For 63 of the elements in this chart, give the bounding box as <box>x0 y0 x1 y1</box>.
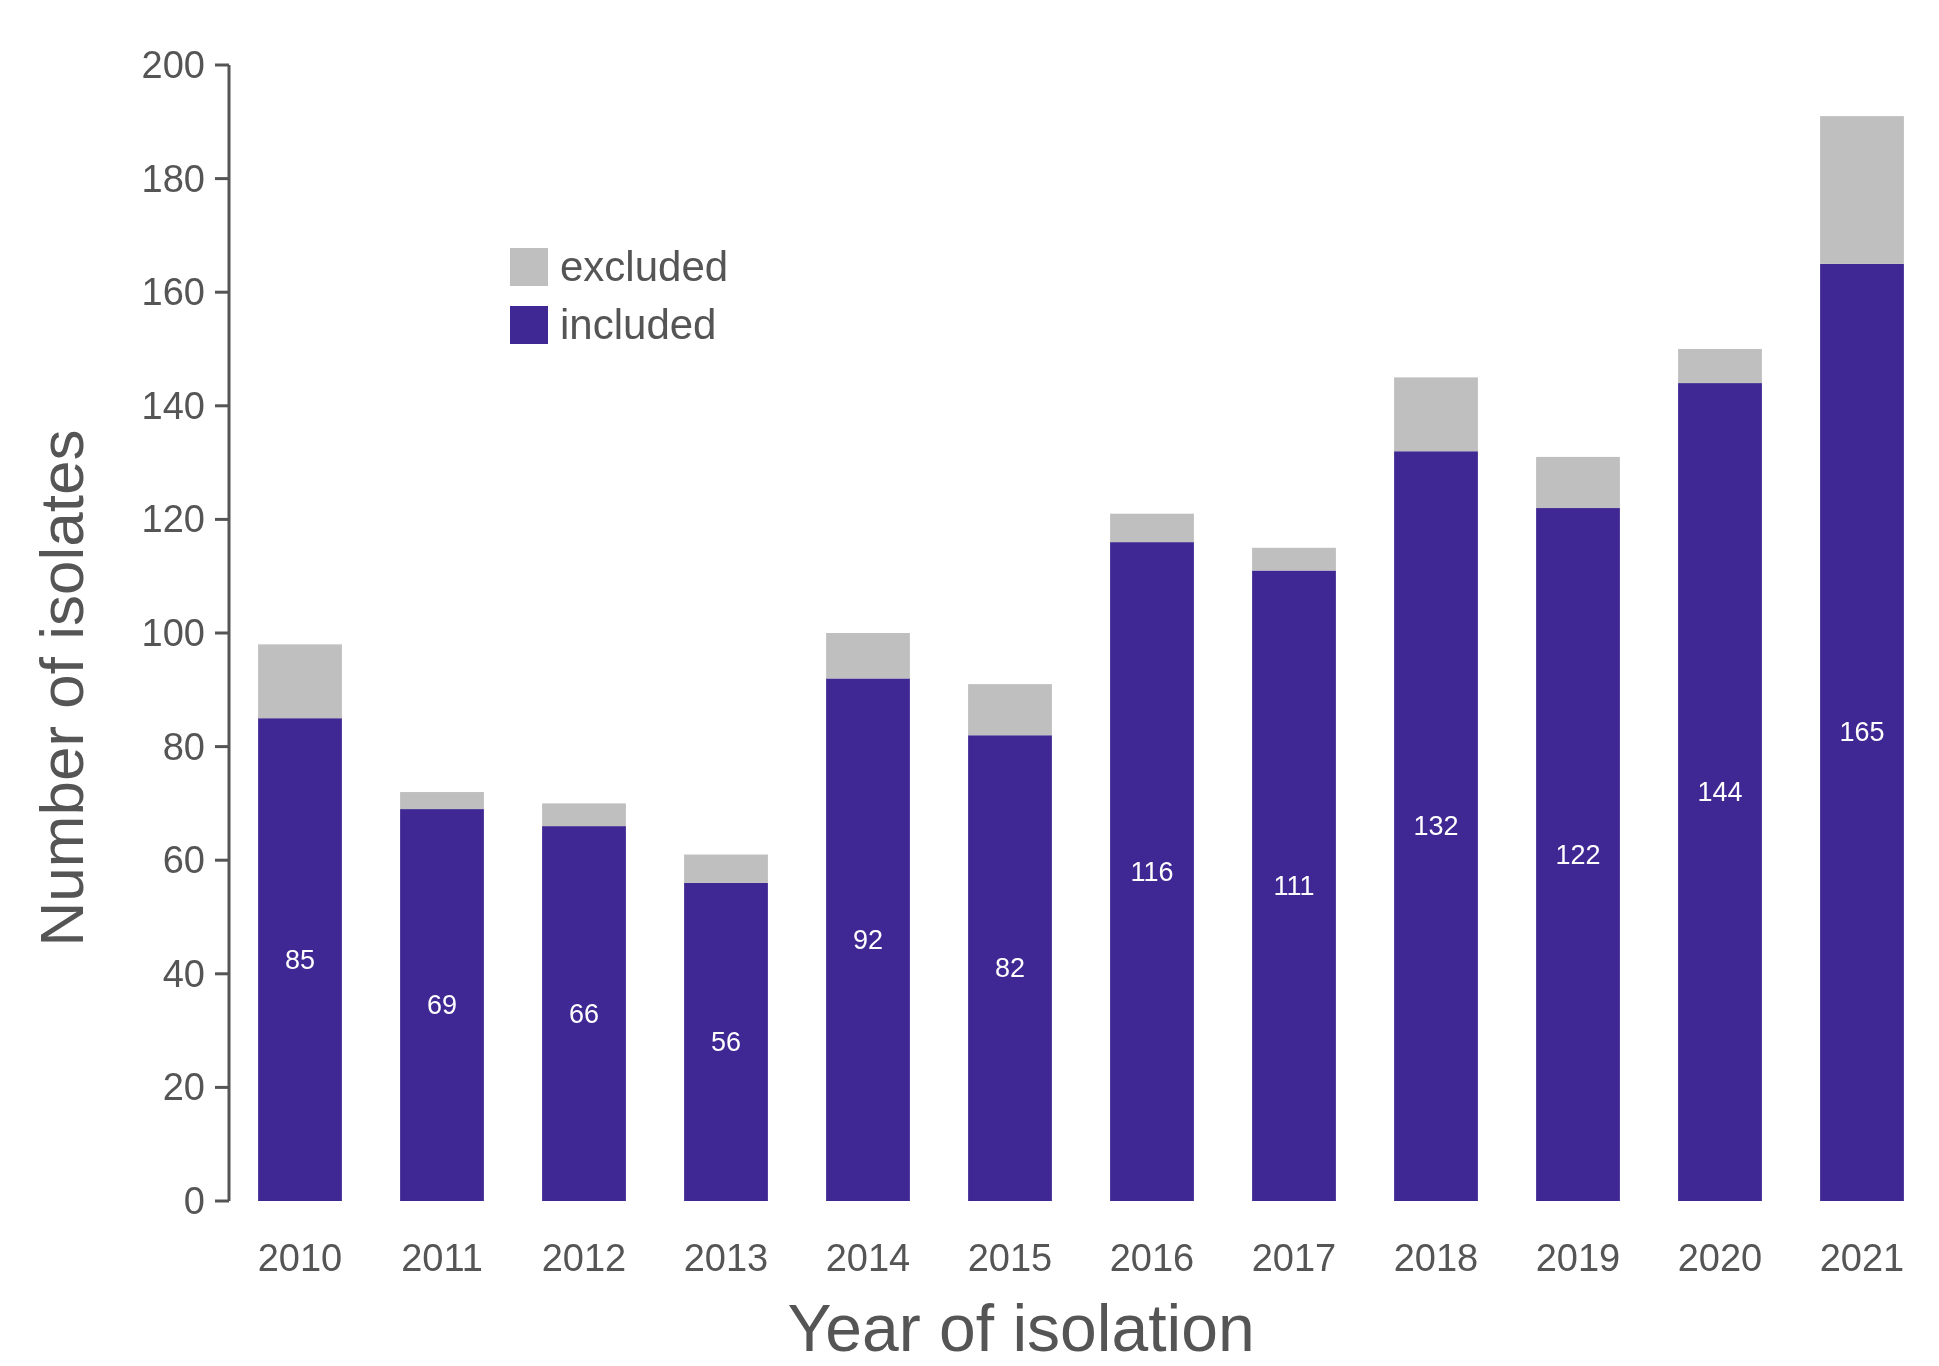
x-tick-label: 2012 <box>541 1237 627 1279</box>
data-label: 132 <box>1413 811 1459 842</box>
bar <box>1678 349 1762 384</box>
data-label: 92 <box>852 924 884 955</box>
bar <box>542 803 626 827</box>
x-tick-label: 2011 <box>401 1237 483 1279</box>
x-tick-label: 2013 <box>683 1237 769 1279</box>
x-tick-label: 2014 <box>825 1237 911 1279</box>
x-tick-label: 2019 <box>1535 1237 1621 1279</box>
bar <box>400 792 484 810</box>
bar <box>1110 542 1194 1201</box>
bar <box>684 882 768 1201</box>
y-tick-label: 160 <box>141 271 205 314</box>
y-tick-label: 180 <box>141 157 205 200</box>
bar <box>1252 547 1336 571</box>
x-tick-label: 2010 <box>257 1237 343 1279</box>
data-label: 66 <box>568 998 600 1029</box>
y-tick-label: 100 <box>141 612 205 654</box>
y-tick-label: 140 <box>141 384 205 427</box>
bar <box>1394 377 1478 452</box>
bar <box>1394 451 1478 1201</box>
x-tick-label: 2017 <box>1251 1237 1337 1279</box>
x-tick-label: 2020 <box>1677 1237 1763 1279</box>
bar <box>400 809 484 1201</box>
data-label: 144 <box>1697 777 1743 808</box>
data-label: 111 <box>1273 870 1315 901</box>
data-label: 69 <box>426 990 458 1021</box>
y-tick-label: 80 <box>162 725 205 768</box>
bar <box>968 735 1052 1201</box>
bar <box>542 826 626 1201</box>
x-axis-title: Year of isolation <box>787 1291 1255 1365</box>
bar <box>258 644 342 719</box>
y-tick-label: 40 <box>162 952 205 995</box>
y-tick-label: 200 <box>141 44 205 86</box>
y-tick-label: 0 <box>183 1180 205 1222</box>
bar <box>1252 570 1336 1201</box>
y-axis-title: Number of isolates <box>27 429 96 947</box>
data-label: 56 <box>710 1026 742 1057</box>
bar <box>1110 513 1194 543</box>
bar <box>826 633 910 679</box>
bar <box>258 718 342 1201</box>
y-tick-label: 120 <box>141 498 205 541</box>
y-tick-label: 20 <box>162 1066 205 1109</box>
data-label: 122 <box>1555 839 1601 870</box>
x-tick-label: 2015 <box>967 1237 1053 1279</box>
legend-label: included <box>560 301 717 348</box>
bar <box>1678 383 1762 1201</box>
bar <box>1820 116 1904 264</box>
x-tick-label: 2021 <box>1819 1237 1905 1279</box>
bar <box>968 684 1052 736</box>
data-label: 85 <box>284 944 316 975</box>
bar <box>1820 263 1904 1201</box>
bar <box>1536 508 1620 1201</box>
y-tick-label: 60 <box>162 839 205 882</box>
x-tick-label: 2018 <box>1393 1237 1479 1279</box>
bar <box>826 678 910 1201</box>
x-tick-label: 2016 <box>1109 1237 1195 1279</box>
bar <box>1536 456 1620 509</box>
legend-label: excluded <box>560 243 729 290</box>
data-label: 116 <box>1130 856 1174 887</box>
data-label: 82 <box>994 953 1026 984</box>
data-label: 165 <box>1839 717 1885 748</box>
bar <box>684 854 768 883</box>
